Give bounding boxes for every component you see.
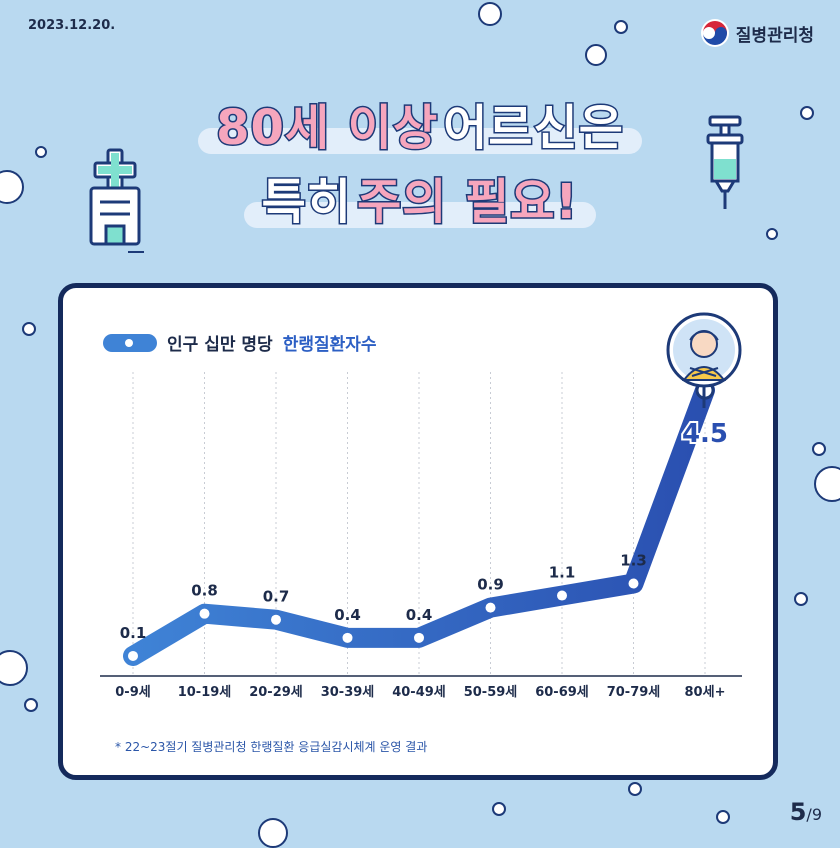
bubble-decoration (800, 106, 814, 120)
page-total: /9 (806, 805, 822, 824)
data-label: 0.1 (120, 624, 147, 642)
bubble-decoration (24, 698, 38, 712)
data-point (199, 608, 210, 619)
data-point (485, 602, 496, 613)
org-name: 질병관리청 (735, 25, 814, 46)
data-point (342, 632, 353, 643)
headline-line-1: 80세 이상 어르신은 (198, 88, 642, 158)
footnote: * 22~23절기 질병관리청 한랭질환 응급실감시체계 운영 결과 (115, 740, 428, 754)
data-label: 0.9 (477, 576, 504, 594)
data-label: 1.1 (549, 564, 576, 582)
data-label: 4.5 (682, 419, 728, 449)
x-tick-label: 20-29세 (249, 685, 303, 700)
x-tick-label: 30-39세 (321, 685, 375, 700)
bubble-decoration (492, 802, 506, 816)
data-point (557, 590, 567, 601)
legend-marker (103, 333, 157, 352)
bubble-decoration (614, 20, 628, 34)
legend-accent: 한랭질환자수 (282, 335, 377, 355)
data-point (414, 632, 424, 643)
bubble-decoration (0, 650, 28, 686)
syringe-icon (706, 115, 744, 209)
bubble-decoration (716, 810, 730, 824)
data-label: 0.7 (263, 588, 290, 606)
bubble-decoration (814, 466, 840, 502)
headline-line-1-pink: 80세 이상 (215, 99, 439, 158)
x-tick-label: 80세+ (685, 685, 726, 700)
headline-line-1-white: 어르신은 (442, 99, 625, 158)
page-current: 5 (789, 798, 807, 826)
data-point (128, 650, 138, 661)
hospital-icon (89, 148, 144, 253)
x-tick-label: 70-79세 (607, 685, 661, 700)
data-label: 1.3 (620, 551, 647, 569)
chart-legend: 인구 십만 명당 한랭질환자수 (103, 330, 377, 355)
bubble-decoration (812, 442, 826, 456)
data-label: 0.4 (334, 606, 361, 624)
bubble-decoration (766, 228, 778, 240)
x-tick-label: 40-49세 (392, 685, 446, 700)
cold-person-illustration (666, 312, 742, 408)
taegeuk-logo-icon (700, 19, 729, 47)
data-label: 0.4 (406, 606, 433, 624)
bubble-decoration (35, 146, 47, 158)
headline-line-2-pink: 주의 필요! (356, 173, 579, 232)
headline: 80세 이상 어르신은 특히 주의 필요! (0, 88, 840, 232)
bubble-decoration (22, 322, 36, 336)
x-tick-label: 60-69세 (535, 685, 589, 700)
data-point (628, 578, 639, 589)
headline-line-2-white: 특히 (260, 173, 352, 232)
chart-card (58, 283, 778, 780)
headline-line-2: 특히 주의 필요! (243, 162, 597, 232)
bubble-decoration (585, 44, 607, 66)
bubble-decoration (478, 2, 502, 26)
bubble-decoration (628, 782, 642, 796)
data-point (271, 614, 281, 625)
page-indicator: 5/9 (790, 798, 822, 826)
legend-prefix: 인구 십만 명당 (167, 335, 273, 355)
x-tick-label: 0-9세 (115, 685, 150, 700)
bubble-decoration (794, 592, 808, 606)
org-logo: 질병관리청 (700, 18, 814, 48)
x-tick-label: 50-59세 (464, 685, 518, 700)
data-label: 0.8 (191, 582, 218, 600)
date-text: 2023.12.20. (28, 18, 116, 33)
x-tick-label: 10-19세 (178, 685, 232, 700)
